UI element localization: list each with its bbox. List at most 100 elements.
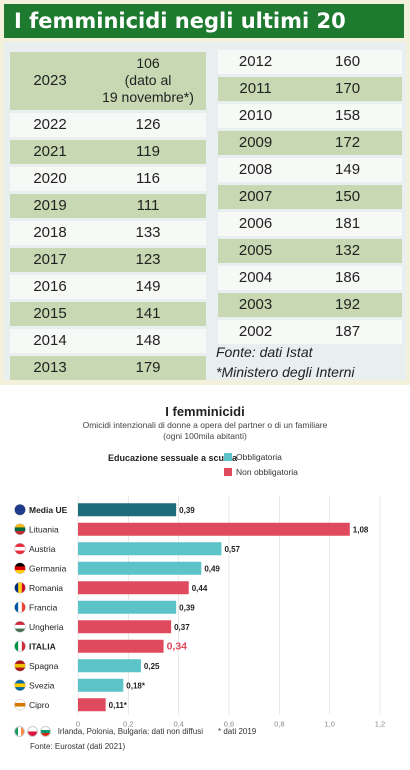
value-cell: 192 bbox=[335, 296, 361, 313]
chart-note: Irlanda, Polonia, Bulgaria: dati non dif… bbox=[14, 726, 203, 737]
value-label: 0,39 bbox=[179, 603, 195, 612]
value-cell: 141 bbox=[135, 305, 161, 322]
table-row: 2011 170 bbox=[218, 77, 402, 101]
value-cell: 148 bbox=[135, 332, 161, 349]
value-cell: 187 bbox=[335, 323, 361, 340]
table-row: 2009 172 bbox=[218, 131, 402, 155]
year-cell: 2007 bbox=[238, 188, 273, 205]
legend-title: Educazione sessuale a scuola bbox=[108, 453, 238, 463]
value-label: 0,44 bbox=[192, 584, 208, 593]
source-ministero: *Ministero degli Interni bbox=[216, 364, 355, 380]
note-text: Irlanda, Polonia, Bulgaria: dati non dif… bbox=[57, 726, 203, 736]
table-row: 2017 123 bbox=[10, 248, 206, 272]
chart-title: I femminicidi bbox=[165, 404, 245, 419]
value-cell: 126 bbox=[135, 116, 161, 133]
table-row: 2005 132 bbox=[218, 239, 402, 263]
legend-label-obbligatoria: Obbligatoria bbox=[236, 452, 282, 462]
table-row: 2003 192 bbox=[218, 293, 402, 317]
category-label: Francia bbox=[29, 602, 58, 612]
bar bbox=[78, 698, 106, 712]
year-cell: 2013 bbox=[33, 359, 67, 376]
year-cell: 2008 bbox=[238, 161, 273, 178]
table-row: 2019 111 bbox=[10, 194, 206, 218]
chart-note2: * dati 2019 bbox=[218, 727, 257, 736]
value-cell: 179 bbox=[135, 359, 161, 376]
category-label: Lituania bbox=[29, 524, 59, 534]
table-row: 2022 126 bbox=[10, 113, 206, 137]
value-cell: 172 bbox=[335, 134, 361, 151]
table-row: 2015 141 bbox=[10, 302, 206, 326]
year-cell: 2020 bbox=[33, 170, 67, 187]
category-label: Cipro bbox=[29, 700, 50, 710]
legend-swatch-non-obbligatoria bbox=[224, 468, 232, 476]
table-row: 2006 181 bbox=[218, 212, 402, 236]
bar-chart: 0 0,2 0,4 0,6 0,8 1,0 1,2 Media UE 0,39 Lituania 1… bbox=[14, 496, 385, 729]
year-cell: 2021 bbox=[33, 143, 67, 160]
chart-subtitle-line2: (ogni 100mila abitanti) bbox=[163, 431, 247, 441]
year-cell: 2019 bbox=[33, 197, 67, 214]
year-cell: 2017 bbox=[33, 251, 67, 268]
table-row: 2018 133 bbox=[10, 221, 206, 245]
bar bbox=[78, 678, 124, 692]
table-title: I femminicidi negli ultimi 20 anni bbox=[4, 4, 404, 67]
chart-subtitle-line1: Omicidi intenzionali di donne a opera de… bbox=[82, 420, 328, 430]
category-label: Media UE bbox=[29, 505, 68, 515]
year-cell: 2006 bbox=[238, 215, 273, 232]
category-label: Romania bbox=[29, 583, 63, 593]
bar bbox=[78, 639, 164, 653]
femicide-table-section: I femminicidi negli ultimi 20 anni 2023 1… bbox=[0, 0, 410, 385]
year-cell: 2015 bbox=[33, 305, 67, 322]
category-label: Austria bbox=[29, 544, 56, 554]
value-cell: 181 bbox=[335, 215, 361, 232]
flag-icon bbox=[14, 504, 26, 516]
bar bbox=[78, 600, 177, 614]
value-label: 0,49 bbox=[204, 564, 220, 573]
bar bbox=[78, 581, 189, 595]
table-row: 2021 119 bbox=[10, 140, 206, 164]
femicide-chart-section: I femminicidi Omicidi intenzionali di do… bbox=[0, 390, 410, 770]
bar bbox=[78, 503, 177, 517]
flag-irlanda-icon bbox=[14, 726, 25, 737]
value-label: 0,25 bbox=[144, 662, 160, 671]
legend-label-non-obbligatoria: Non obbligatoria bbox=[236, 467, 298, 477]
x-tick-label: 1,2 bbox=[375, 720, 385, 729]
value-cell: 149 bbox=[135, 278, 161, 295]
year-cell: 2005 bbox=[238, 242, 273, 259]
year-cell: 2003 bbox=[238, 296, 273, 313]
value-cell: 116 bbox=[136, 170, 160, 187]
value-cell: 149 bbox=[335, 161, 361, 178]
year-cell: 2002 bbox=[238, 323, 273, 340]
value-cell: 186 bbox=[335, 269, 361, 286]
flag-icon bbox=[14, 562, 26, 574]
year-cell: 2009 bbox=[238, 134, 273, 151]
x-tick-label: 0,6 bbox=[224, 720, 234, 729]
chart-source: Fonte: Eurostat (dati 2021) bbox=[30, 742, 126, 751]
year-cell: 2023 bbox=[33, 72, 67, 89]
chart-subtitle: Omicidi intenzionali di donne a opera de… bbox=[60, 420, 350, 442]
year-cell: 2012 bbox=[238, 53, 273, 70]
year-cell: 2014 bbox=[33, 332, 67, 349]
table-row: 2007 150 bbox=[218, 185, 402, 209]
flag-icon bbox=[14, 640, 26, 652]
year-cell: 2018 bbox=[33, 224, 67, 241]
year-cell: 2011 bbox=[239, 80, 272, 97]
x-tick-label: 1,0 bbox=[324, 720, 334, 729]
value-label: 0,57 bbox=[224, 545, 240, 554]
value-cell: 150 bbox=[335, 188, 361, 205]
value-cell: 160 bbox=[335, 53, 361, 70]
value-label: 0,11* bbox=[109, 701, 128, 710]
value-label: 0,37 bbox=[174, 623, 190, 632]
flag-icon bbox=[14, 523, 26, 535]
value-label: 0,18* bbox=[126, 681, 146, 690]
x-tick-label: 0,8 bbox=[274, 720, 284, 729]
bar bbox=[78, 522, 350, 536]
table-row: 2008 149 bbox=[218, 158, 402, 182]
legend-swatch-obbligatoria bbox=[224, 453, 232, 461]
category-label: Ungheria bbox=[29, 622, 64, 632]
flag-icon bbox=[14, 699, 26, 711]
x-tick-label: 0 bbox=[76, 720, 80, 729]
value-label: 0,34 bbox=[167, 640, 188, 652]
table-row: 2020 116 bbox=[10, 167, 206, 191]
table-row: 2023 106 (dato al 19 novembre*) bbox=[10, 52, 206, 110]
year-cell: 2004 bbox=[238, 269, 273, 286]
